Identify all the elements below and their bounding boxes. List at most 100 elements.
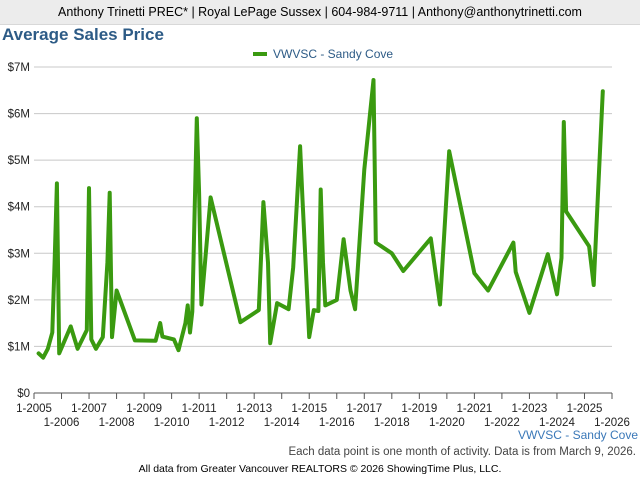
x-tick-label: 1-2016 [319, 417, 355, 429]
y-tick-label: $5M [8, 155, 30, 167]
data-point [362, 167, 366, 172]
data-point [312, 308, 316, 312]
data-point [85, 328, 89, 332]
x-axis-ticks: 1-2005 1-2006 1-2007 1-2008 1-2009 1-2010 1-20… [16, 393, 630, 429]
y-tick-label: $3M [8, 248, 30, 260]
average-price-chart: VWVSC - Sandy Cove $0$1M$2M$3M$4M$5M$6M$… [8, 47, 630, 429]
data-point [307, 335, 311, 339]
data-point [133, 338, 137, 342]
data-point [291, 265, 295, 269]
data-point [486, 288, 490, 293]
series-name-tag: VWVSC - Sandy Cove [517, 428, 638, 442]
data-point [195, 116, 199, 120]
data-point [562, 120, 566, 124]
data-point [601, 89, 605, 93]
data-point [57, 351, 61, 356]
data-point [186, 303, 190, 308]
y-tick-label: $6M [8, 109, 30, 121]
x-tick-label: 1-2012 [209, 417, 245, 429]
data-point [158, 321, 162, 325]
data-point [275, 301, 279, 305]
x-tick-label: 1-2010 [154, 417, 190, 429]
data-point [160, 335, 165, 339]
data-point [353, 307, 357, 311]
x-tick-label: 1-2017 [346, 403, 382, 415]
data-point [401, 269, 405, 273]
x-tick-label: 1-2020 [429, 417, 465, 429]
data-point [323, 303, 327, 308]
data-point [371, 78, 376, 82]
x-tick-label: 1-2013 [236, 403, 272, 415]
data-point [69, 324, 73, 329]
y-tick-label: $2M [8, 295, 30, 307]
data-point [390, 251, 394, 255]
data-point [75, 347, 80, 351]
x-tick-label: 1-2018 [374, 417, 410, 429]
data-point [316, 309, 321, 313]
y-tick-label: $4M [8, 202, 30, 214]
agent-contact-text: Anthony Trinetti PREC* | Royal LePage Su… [58, 5, 582, 19]
data-point [438, 302, 442, 307]
legend-label: VWVSC - Sandy Cove [273, 47, 393, 61]
y-tick-label: $7M [8, 62, 30, 74]
data-point [50, 330, 54, 335]
y-tick-label: $1M [8, 341, 30, 353]
x-tick-label: 1-2022 [484, 417, 520, 429]
x-tick-label: 1-2009 [126, 403, 162, 415]
data-point [108, 191, 112, 195]
data-point [592, 283, 596, 287]
series-layer [36, 78, 605, 360]
data-point [268, 341, 272, 345]
y-tick-label: $0 [17, 388, 30, 400]
data-point [183, 321, 187, 325]
data-point [555, 292, 559, 296]
chart-legend: VWVSC - Sandy Cove [253, 47, 393, 61]
data-point [89, 337, 93, 342]
data-point [110, 335, 114, 339]
data-point [153, 339, 158, 343]
data-point [87, 186, 91, 190]
data-point [374, 240, 378, 245]
data-point [514, 270, 518, 274]
data-point [472, 271, 476, 275]
data-point [348, 288, 353, 293]
x-tick-label: 1-2024 [539, 417, 575, 429]
x-tick-label: 1-2007 [71, 403, 107, 415]
data-point [511, 240, 515, 245]
x-tick-label: 1-2019 [401, 403, 437, 415]
data-point [257, 308, 261, 312]
data-point [238, 320, 243, 324]
data-point [199, 302, 204, 307]
x-tick-label: 1-2015 [291, 403, 327, 415]
data-point [266, 261, 270, 265]
agent-contact-header: Anthony Trinetti PREC* | Royal LePage Su… [0, 0, 640, 25]
data-point [101, 335, 105, 339]
data-point [190, 309, 194, 314]
data-point [447, 149, 451, 153]
data-point [176, 348, 181, 352]
data-point [197, 191, 201, 195]
data-point [105, 261, 109, 265]
x-tick-label: 1-2014 [264, 417, 300, 429]
x-tick-label: 1-2025 [567, 403, 603, 415]
data-point [546, 252, 550, 256]
data-point [36, 351, 41, 356]
x-tick-label: 1-2005 [16, 403, 52, 415]
data-point [564, 209, 568, 213]
data-point [94, 347, 98, 351]
data-point [209, 195, 213, 199]
data-point [41, 356, 45, 360]
y-axis-ticks: $0 $1M $2M $3M $4M $5M $6M $7M [8, 62, 30, 400]
data-point [587, 244, 591, 248]
data-point [300, 195, 304, 199]
data-point [55, 181, 59, 186]
x-tick-label: 1-2008 [99, 417, 135, 429]
data-point [335, 298, 339, 302]
chart-title: Average Sales Price [2, 25, 164, 44]
data-point [172, 337, 176, 342]
data-point [261, 200, 265, 204]
x-tick-label: 1-2021 [456, 403, 492, 415]
data-point [298, 144, 302, 148]
x-tick-label: 1-2026 [594, 417, 630, 429]
data-point [46, 347, 50, 351]
